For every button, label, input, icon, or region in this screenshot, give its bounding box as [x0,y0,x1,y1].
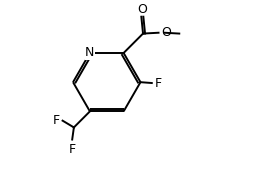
Text: O: O [137,3,147,16]
Text: F: F [155,77,162,90]
Text: F: F [52,114,59,127]
Text: O: O [162,26,171,39]
Text: F: F [69,143,76,156]
Text: N: N [85,46,94,59]
